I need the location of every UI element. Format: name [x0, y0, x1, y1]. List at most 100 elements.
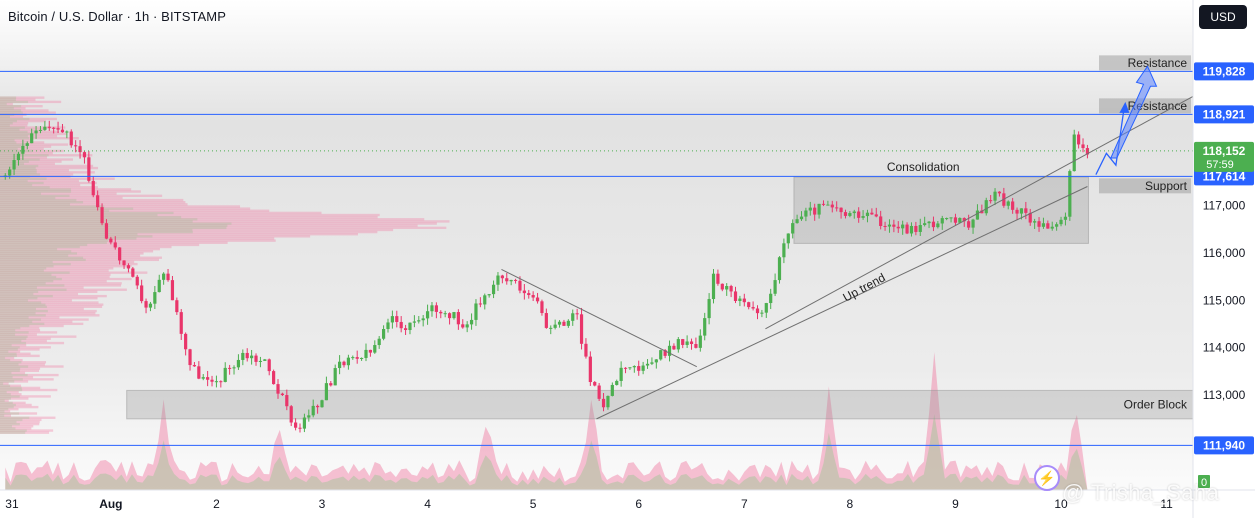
volume-profile-bar [0, 390, 19, 394]
volume-profile-bar [0, 388, 58, 392]
candle-down [1081, 144, 1085, 149]
currency-button[interactable]: USD [1199, 5, 1247, 29]
volume-area-up [5, 414, 1088, 490]
volume-profile-bar-up [0, 393, 11, 396]
candle-up [1068, 171, 1072, 217]
volume-profile-bar-up [0, 284, 65, 287]
candle-up [430, 305, 434, 312]
volume-profile-bar-up [0, 220, 193, 223]
volume-profile-bar [0, 201, 186, 204]
candle-down [839, 207, 843, 213]
candle-down [857, 211, 861, 218]
volume-profile-bar [0, 254, 141, 257]
candle-down [953, 217, 958, 223]
candle-up [685, 341, 689, 345]
candle-down [681, 339, 685, 345]
volume-profile-bar-up [0, 314, 46, 317]
symbol-title: Bitcoin / U.S. Dollar · 1h · BITSTAMP [8, 9, 227, 24]
candle-up [311, 405, 315, 416]
candle-down [210, 379, 214, 382]
volume-profile-bar [0, 126, 66, 129]
candle-down [272, 371, 276, 385]
candle-up [30, 133, 34, 144]
volume-profile-bar-up [0, 299, 28, 302]
plot-background [0, 0, 1193, 490]
volume-profile-bar [0, 243, 200, 247]
volume-profile-bar [0, 107, 26, 110]
volume-profile-bar [0, 273, 111, 276]
level-annotation-support: Support [1145, 179, 1188, 193]
candle-up [553, 324, 557, 328]
volume-profile-bar-up [0, 294, 53, 298]
volume-profile-bar [0, 339, 47, 343]
volume-profile-bar-up [0, 107, 14, 110]
volume-profile-bar [0, 230, 378, 234]
volume-profile-bar-up [0, 130, 28, 133]
volume-profile-bar-up [0, 350, 9, 353]
volume-profile-bar-up [0, 190, 72, 193]
volume-profile-bar-up [0, 290, 39, 294]
candle-up [993, 191, 997, 201]
volume-profile-bar [0, 333, 37, 336]
volume-profile-bar-up [0, 275, 57, 279]
candle-up [359, 357, 364, 359]
candle-down [329, 383, 333, 386]
candle-down [478, 303, 482, 305]
candle-up [557, 321, 562, 325]
candle-up [795, 219, 799, 224]
volume-profile-bar [0, 183, 81, 187]
volume-profile-bar [0, 109, 49, 112]
volume-profile-bar [0, 213, 380, 217]
volume-profile-bar [0, 316, 60, 319]
candle-down [513, 279, 518, 281]
volume-profile-bar [0, 412, 38, 415]
candle-up [338, 361, 342, 369]
volume-profile-bar [0, 401, 26, 405]
candle-up [443, 313, 447, 315]
volume-profile-bar [0, 156, 48, 159]
volume-profile-bar [0, 207, 251, 210]
volume-profile-bar-up [0, 151, 24, 155]
volume-profile-bar [0, 329, 41, 332]
volume-profile-bar [0, 136, 79, 140]
zones-layer: Consolidation Order Block [126, 160, 1194, 420]
volume-profile-bar-up [0, 145, 21, 148]
candle-up [940, 218, 944, 224]
levels-layer: 119,828Resistance118,921Resistance117,61… [0, 55, 1254, 455]
volume-profile-bar-up [0, 384, 11, 387]
candle-up [549, 327, 553, 329]
candle-up [8, 169, 12, 176]
candle-up [619, 367, 623, 381]
level-price-tag [1194, 105, 1254, 124]
volume-profile-bar [0, 128, 46, 131]
volume-profile-bar-up [0, 425, 13, 428]
candle-up [861, 216, 865, 218]
candle-down [131, 268, 135, 277]
volume-profile-bar [0, 422, 40, 426]
candle-down [96, 195, 100, 208]
candle-up [16, 153, 21, 161]
volume-profile-bar [0, 215, 378, 219]
volume-profile-bar-up [0, 271, 70, 274]
candle-down [228, 367, 232, 369]
volume-profile-bar-up [0, 164, 39, 168]
candle-down [879, 216, 883, 226]
candle-up [232, 367, 236, 369]
candle-up [628, 367, 632, 369]
candle-down [399, 321, 403, 329]
volume-profile-bar [0, 235, 311, 238]
volume-profile-bar [0, 179, 79, 183]
candle-up [241, 352, 245, 360]
level-price-tag [1194, 436, 1254, 455]
volume-profile-bar [0, 209, 270, 212]
volume-profile-bar [0, 149, 64, 153]
volume-profile-bar [0, 198, 184, 202]
candle-down [60, 129, 65, 133]
volume-profile-bar-up [0, 429, 27, 432]
candle-up [887, 224, 892, 227]
volume-profile-bar-up [0, 258, 86, 262]
volume-profile-bar-up [0, 367, 21, 370]
x-tick-label: 2 [213, 497, 220, 511]
